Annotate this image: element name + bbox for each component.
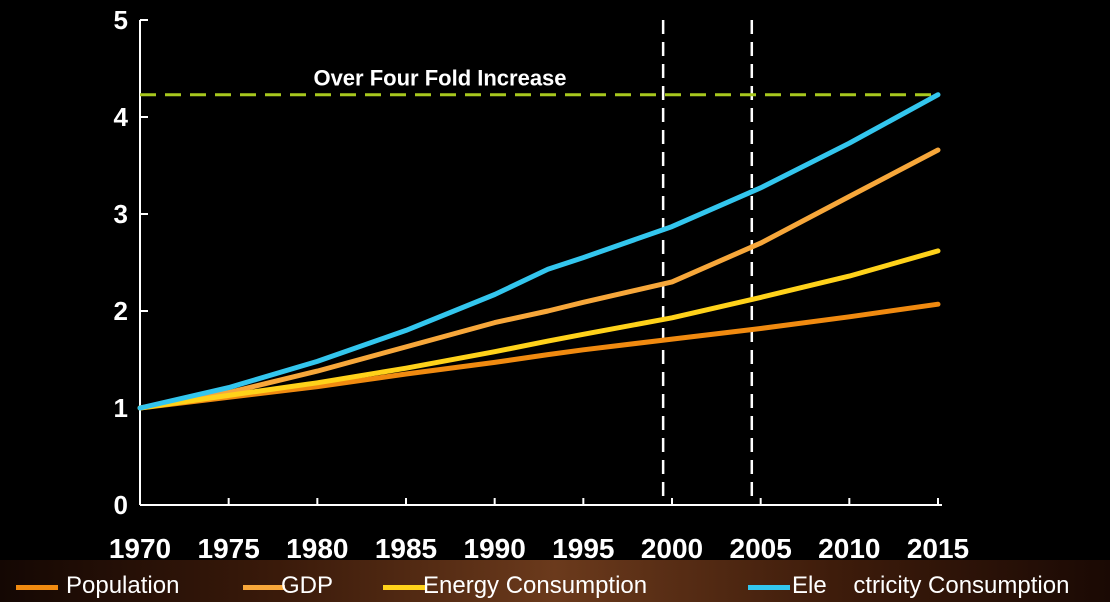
- legend-label-gdp: GDP: [281, 572, 334, 599]
- legend-swatch-gdp: [243, 585, 285, 590]
- chart-legend: Population GDP Energy Consumption Ele ct…: [0, 570, 1110, 602]
- annotation-label: Over Four Fold Increase: [313, 66, 566, 91]
- line-chart: 0 1 2 3 4 5 1970 1975 1980 1985 1990 1995 2000 2005 20…: [109, 5, 969, 564]
- series-line-gdp: [137, 147, 941, 411]
- x-tick-label: 2010: [818, 533, 880, 564]
- series-line-energy-consumption: [137, 248, 941, 411]
- legend-item-electricity: Ele ctricity Consumption: [748, 570, 1108, 602]
- legend-swatch-population: [16, 585, 58, 590]
- tick-labels: 0 1 2 3 4 5 1970 1975 1980 1985 1990 1995 2000 2005 20…: [109, 5, 969, 564]
- y-tick-label: 3: [114, 199, 128, 229]
- x-tick-label: 1975: [198, 533, 260, 564]
- series-line-population: [137, 301, 941, 411]
- y-tick-label: 2: [114, 296, 128, 326]
- x-tick-label: 1990: [464, 533, 526, 564]
- legend-item-gdp: GDP: [243, 570, 363, 602]
- legend-item-energy: Energy Consumption: [383, 570, 713, 602]
- x-tick-label: 1985: [375, 533, 437, 564]
- y-tick-label: 1: [114, 393, 128, 423]
- legend-swatch-electricity: [748, 585, 790, 590]
- legend-label-population: Population: [66, 572, 180, 599]
- x-tick-label: 2015: [907, 533, 969, 564]
- legend-swatch-energy: [383, 585, 425, 590]
- x-tick-label: 1995: [552, 533, 614, 564]
- x-tick-label: 2000: [641, 533, 703, 564]
- series-line-electricity-consumption: [137, 92, 941, 411]
- x-tick-label: 1970: [109, 533, 171, 564]
- chart-axes: [139, 19, 942, 506]
- x-tick-label: 1980: [286, 533, 348, 564]
- y-tick-label: 0: [114, 490, 128, 520]
- legend-item-population: Population: [16, 570, 206, 602]
- y-tick-label: 4: [114, 102, 129, 132]
- background-glow: [0, 560, 1110, 602]
- series-lines: [137, 92, 941, 411]
- legend-label-electricity: Ele ctricity Consumption: [792, 572, 1070, 599]
- x-tick-label: 2005: [730, 533, 792, 564]
- legend-label-energy: Energy Consumption: [423, 572, 648, 599]
- reference-lines: [140, 20, 938, 505]
- y-tick-label: 5: [114, 5, 128, 35]
